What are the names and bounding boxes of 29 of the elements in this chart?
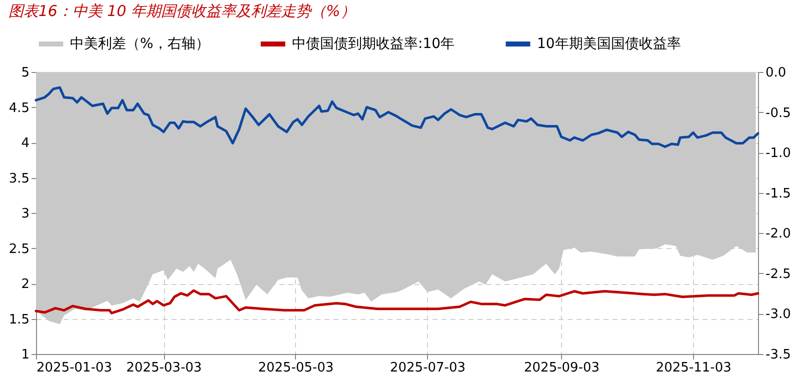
y-tick-label: 4.5 (8, 100, 30, 116)
legend-label: 中债国债到期收益率:10年 (292, 36, 455, 52)
y-tick-label: 4 (21, 136, 30, 151)
y2-tick-label: -2.0 (766, 226, 791, 242)
y-tick-label: 5 (21, 66, 30, 80)
y-tick-label: 1 (21, 348, 30, 362)
x-tick-label: 2025-11-03 (656, 360, 732, 376)
x-tick-label: 2025-07-03 (390, 360, 466, 376)
x-tick-label: 2025-05-03 (258, 360, 334, 376)
y2-tick-label: -3.0 (766, 307, 791, 322)
x-tick-label: 2025-03-03 (126, 360, 202, 376)
line-series (34, 86, 760, 148)
chart-title: 图表16：中美 10 年期国债收益率及利差走势（%） (8, 2, 356, 20)
y-tick-label: 3 (21, 206, 30, 222)
y-tick-label: 2 (21, 277, 30, 292)
y2-tick-label: -2.5 (766, 266, 791, 282)
y-tick-label: 2.5 (8, 242, 30, 257)
x-tick-label: 2025-09-03 (524, 360, 600, 376)
y-tick-label: 1.5 (8, 312, 30, 328)
y2-tick-label: 0.0 (766, 66, 786, 80)
legend-label: 10年期美国国债收益率 (537, 36, 681, 52)
y2-tick-label: -3.5 (766, 348, 791, 362)
y2-tick-label: -0.5 (766, 106, 791, 121)
x-tick-label: 2025-01-03 (36, 360, 112, 376)
y2-tick-label: -1.5 (766, 186, 791, 202)
y2-tick-label: -1.0 (766, 146, 791, 162)
legend-label: 中美利差（%，右轴） (70, 36, 210, 52)
line-series (34, 289, 760, 314)
y-tick-label: 3.5 (8, 171, 30, 186)
